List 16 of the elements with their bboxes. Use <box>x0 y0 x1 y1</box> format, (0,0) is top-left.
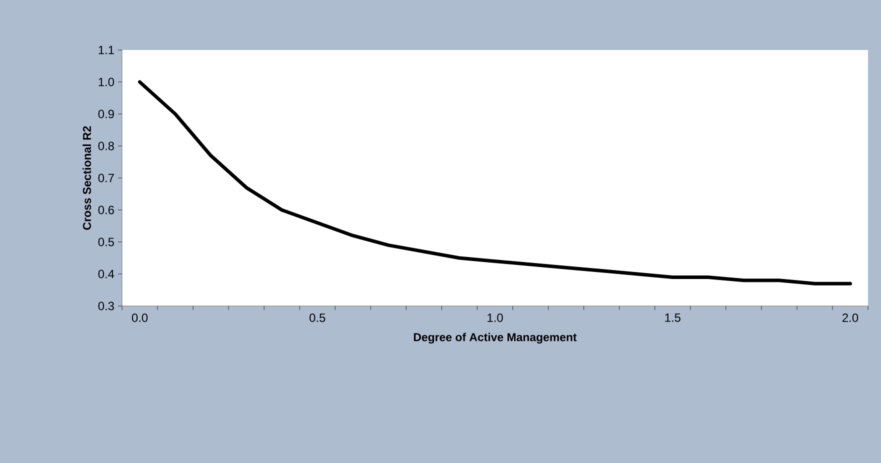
y-tick-label: 0.6 <box>98 206 114 214</box>
y-tick-label: 0.8 <box>98 142 114 150</box>
y-tick-label: 0.7 <box>98 174 114 182</box>
y-tick-label: 1.1 <box>98 46 114 54</box>
x-tick-label: 0.0 <box>132 314 148 322</box>
y-tick-label: 1.0 <box>98 78 114 86</box>
y-tick-label: 0.9 <box>98 110 114 118</box>
x-axis-title: Degree of Active Management <box>414 332 577 344</box>
x-tick-label: 0.5 <box>310 314 326 322</box>
y-tick-label: 0.3 <box>98 302 114 310</box>
x-tick-label: 1.5 <box>665 314 680 322</box>
y-tick-label: 0.5 <box>98 238 114 246</box>
y-axis-title: Cross Sectional R2 <box>82 126 92 230</box>
x-tick-label: 1.0 <box>488 314 503 322</box>
x-tick-label: 2.0 <box>842 314 858 322</box>
y-tick-label: 0.4 <box>98 270 114 278</box>
